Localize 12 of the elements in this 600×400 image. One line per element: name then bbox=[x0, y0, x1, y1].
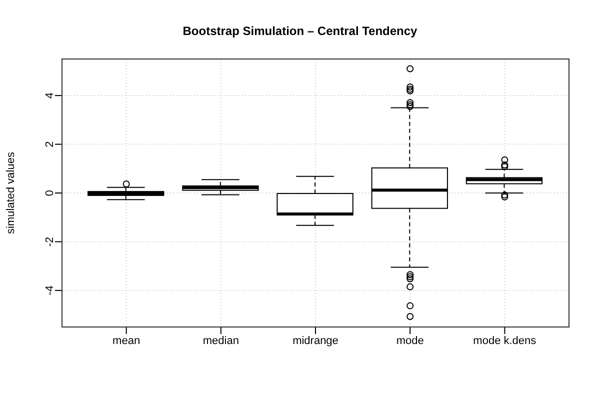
x-tick-label: midrange bbox=[292, 334, 338, 347]
y-tick-label: 4 bbox=[44, 92, 56, 99]
x-tick-label: median bbox=[202, 334, 239, 347]
chart-title: Bootstrap Simulation – Central Tendency bbox=[182, 24, 418, 38]
y-tick-label: 0 bbox=[44, 190, 56, 196]
x-tick-label: mean bbox=[112, 334, 140, 347]
x-tick-label: mode bbox=[396, 334, 424, 347]
y-tick-label: -2 bbox=[44, 236, 56, 247]
y-axis-title: simulated values bbox=[5, 152, 17, 234]
x-tick-label: mode k.dens bbox=[473, 334, 537, 347]
y-tick-label: 2 bbox=[44, 141, 56, 148]
y-tick-label: -4 bbox=[44, 286, 56, 296]
